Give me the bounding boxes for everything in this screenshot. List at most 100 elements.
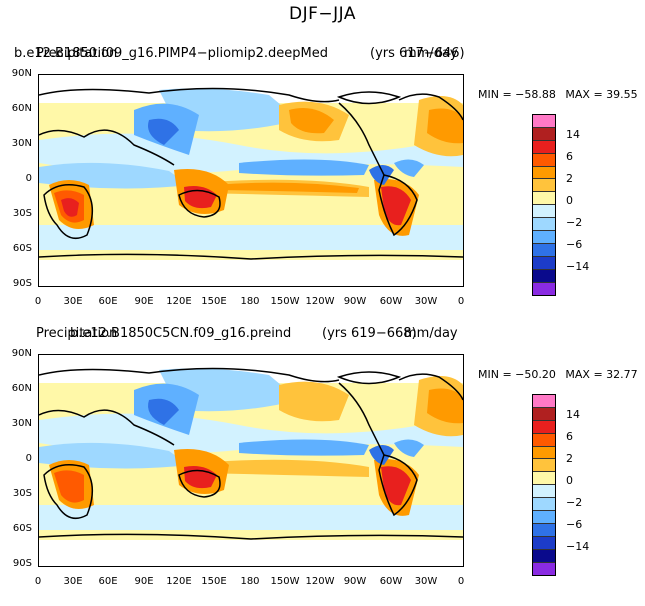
colorbar-label: −6: [566, 518, 583, 531]
lat-label: 0: [25, 173, 32, 184]
case-name: b.e12.B1850C5CN.f09_g16.preind: [70, 326, 292, 341]
colorbar-label: −2: [566, 496, 583, 509]
colorbar-swatch: [533, 485, 555, 499]
lon-label: 150W: [270, 296, 300, 307]
lat-label: 60N: [11, 383, 32, 394]
year-range: (yrs 619−668): [322, 326, 417, 341]
lon-label: 30W: [414, 296, 438, 307]
units-label: mm/day: [404, 46, 458, 61]
lon-label: 0: [457, 296, 465, 307]
colorbar-swatch: [533, 282, 555, 296]
lon-label: 150W: [270, 576, 300, 587]
lon-label: 90W: [343, 296, 367, 307]
colorbar-swatch: [533, 459, 555, 473]
colorbar-swatch: [533, 166, 555, 180]
lat-label: 90S: [12, 278, 32, 289]
precip-map: [38, 74, 464, 287]
lat-label: 60S: [12, 243, 32, 254]
colorbar-swatch: [533, 549, 555, 563]
colorbar-swatch: [533, 395, 555, 408]
colorbar-swatch: [533, 523, 555, 537]
colorbar: [532, 114, 556, 297]
colorbar-swatch: [533, 511, 555, 524]
case-name: b.e12.B1850.f09_g16.PIMP4−pliomip2.deepM…: [14, 46, 328, 61]
lat-label: 60N: [11, 103, 32, 114]
colorbar-swatch: [533, 433, 555, 447]
max-value: MAX = 39.55: [565, 88, 638, 101]
lon-label: 60E: [98, 576, 118, 587]
lat-label: 0: [25, 453, 32, 464]
min-max-readout: MIN = −50.20 MAX = 32.77: [478, 368, 644, 381]
colorbar-swatch: [533, 269, 555, 283]
colorbar-swatch: [533, 446, 555, 460]
lon-label: 60W: [379, 576, 403, 587]
colorbar-label: 2: [566, 452, 573, 465]
lon-label: 150E: [201, 296, 227, 307]
lon-label: 90W: [343, 576, 367, 587]
colorbar-swatch: [533, 243, 555, 257]
lon-label: 120W: [305, 296, 335, 307]
lon-label: 120E: [166, 296, 192, 307]
colorbar-swatch: [533, 420, 555, 434]
lat-label: 30S: [12, 488, 32, 499]
colorbar-swatch: [533, 192, 555, 206]
lat-label: 30N: [11, 138, 32, 149]
lon-label: 0: [457, 576, 465, 587]
lon-label: 90E: [134, 576, 154, 587]
lon-label: 30W: [414, 576, 438, 587]
panel-title: b.e12.B1850C5CN.f09_g16.preind Precipita…: [0, 326, 520, 344]
lon-label: 120W: [305, 576, 335, 587]
colorbar-swatch: [533, 562, 555, 576]
lon-label: 60W: [379, 296, 403, 307]
colorbar-swatch: [533, 256, 555, 270]
lat-label: 30S: [12, 208, 32, 219]
lat-label: 90S: [12, 558, 32, 569]
lon-label: 30E: [63, 296, 83, 307]
lon-label: 0: [34, 296, 42, 307]
min-value: MIN = −50.20: [478, 368, 556, 381]
lat-label: 60S: [12, 523, 32, 534]
colorbar-label: 14: [566, 128, 580, 141]
precip-map: [38, 354, 464, 567]
colorbar-swatch: [533, 153, 555, 167]
colorbar-swatch: [533, 140, 555, 154]
lat-label: 90N: [11, 68, 32, 79]
lon-label: 30E: [63, 576, 83, 587]
lon-label: 150E: [201, 576, 227, 587]
panel-title: b.e12.B1850.f09_g16.PIMP4−pliomip2.deepM…: [0, 46, 520, 64]
colorbar-swatch: [533, 472, 555, 486]
lon-label: 120E: [166, 576, 192, 587]
lon-label: 0: [34, 576, 42, 587]
min-value: MIN = −58.88: [478, 88, 556, 101]
lat-label: 30N: [11, 418, 32, 429]
colorbar-swatch: [533, 536, 555, 550]
colorbar-swatch: [533, 231, 555, 244]
units-label: mm/day: [404, 326, 458, 341]
min-max-readout: MIN = −58.88 MAX = 39.55: [478, 88, 644, 101]
lon-label: 180: [240, 576, 260, 587]
colorbar-label: 6: [566, 150, 573, 163]
panel-preindustrial: b.e12.B1850C5CN.f09_g16.preind Precipita…: [0, 326, 645, 606]
colorbar-label: −2: [566, 216, 583, 229]
colorbar-swatch: [533, 179, 555, 193]
colorbar-swatch: [533, 407, 555, 421]
colorbar-swatch: [533, 205, 555, 219]
colorbar-label: 14: [566, 408, 580, 421]
colorbar-label: −6: [566, 238, 583, 251]
colorbar-swatch: [533, 218, 555, 232]
panel-pliomip2: b.e12.B1850.f09_g16.PIMP4−pliomip2.deepM…: [0, 46, 645, 326]
colorbar-swatch: [533, 127, 555, 141]
variable-name: Precipitation: [36, 326, 118, 341]
lon-label: 90E: [134, 296, 154, 307]
colorbar-swatch: [533, 498, 555, 512]
max-value: MAX = 32.77: [565, 368, 638, 381]
colorbar-label: 6: [566, 430, 573, 443]
colorbar-label: 0: [566, 194, 573, 207]
lon-label: 180: [240, 296, 260, 307]
year-range: (yrs 617−646): [370, 46, 465, 61]
colorbar-label: 0: [566, 474, 573, 487]
lon-label: 60E: [98, 296, 118, 307]
figure-title: DJF−JJA: [289, 4, 356, 24]
colorbar: [532, 394, 556, 577]
lat-label: 90N: [11, 348, 32, 359]
